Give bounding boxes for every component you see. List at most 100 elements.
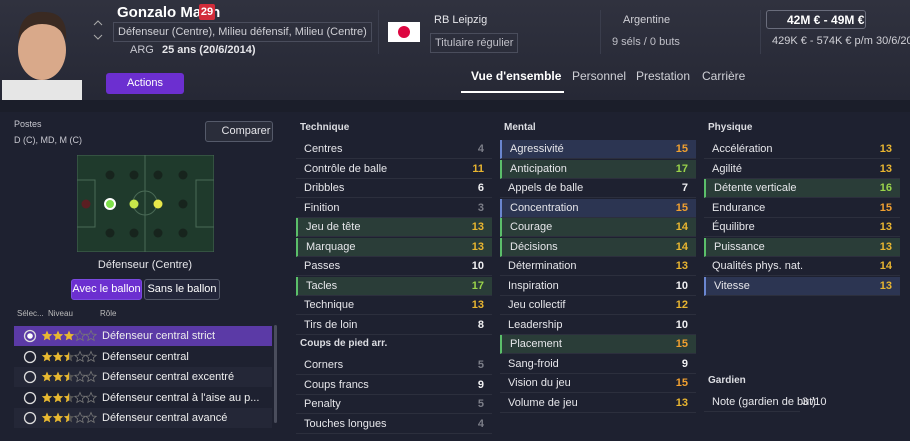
value-box: 42M € - 49M € <box>766 10 866 29</box>
attribute-name: Leadership <box>508 318 563 331</box>
radio[interactable] <box>23 350 37 364</box>
role-row[interactable]: Défenseur central à l'aise au p... <box>14 387 272 408</box>
actions-button[interactable]: Actions <box>106 73 184 94</box>
attribute-row: Finition 3 <box>296 199 492 218</box>
group-title: Physique <box>708 122 753 133</box>
attribute-row: Courage 14 <box>500 218 696 237</box>
tab[interactable]: Prestation <box>636 69 691 83</box>
attribute-row: Vision du jeu 15 <box>500 374 696 393</box>
nav-arrows[interactable] <box>92 18 104 42</box>
attribute-name: Concentration <box>510 201 579 214</box>
attribute-row: Anticipation 17 <box>500 159 696 179</box>
radio[interactable] <box>23 391 37 405</box>
scrollbar <box>274 325 277 423</box>
column-header: Rôle <box>100 309 117 318</box>
attribute-value: 13 <box>879 143 892 155</box>
tab[interactable]: Carrière <box>702 69 746 83</box>
player-name: Gonzalo Marín <box>117 4 221 21</box>
star-rating <box>41 370 98 383</box>
attribute-name: Placement <box>510 338 562 350</box>
attribute-value: 15 <box>675 377 688 389</box>
divider <box>600 10 601 54</box>
attribute-value: 15 <box>675 338 688 350</box>
group-title: Gardien <box>708 375 746 386</box>
attribute-row: Concentration 15 <box>500 198 696 218</box>
positions-short: D (C), MD, M (C) <box>14 135 82 145</box>
toggle-button[interactable]: Avec le ballon <box>71 279 142 300</box>
role-row[interactable]: Défenseur central excentré <box>14 367 272 387</box>
attribute-name: Endurance <box>712 201 766 214</box>
caps: 9 séls / 0 buts <box>612 36 680 48</box>
attribute-row: Tacles 17 <box>296 276 492 296</box>
attribute-row: Appels de balle 7 <box>500 179 696 198</box>
attribute-name: Anticipation <box>510 162 567 175</box>
attribute-value: 8 <box>477 318 484 331</box>
attribute-value: 10 <box>675 318 688 331</box>
group-title: Technique <box>300 122 350 133</box>
tab[interactable]: Vue d'ensemble <box>471 69 562 83</box>
group-title: Coups de pied arr. <box>300 338 388 349</box>
attribute-name: Courage <box>510 221 553 233</box>
attribute-value: 14 <box>675 221 688 233</box>
attribute-value: 3 /10 <box>802 396 827 408</box>
role-row[interactable]: Défenseur central avancé <box>14 408 272 428</box>
attribute-value: 13 <box>879 221 892 233</box>
role-name: Défenseur central excentré <box>102 371 235 383</box>
attribute-value: 15 <box>879 201 892 214</box>
attribute-row: Puissance 13 <box>704 237 900 257</box>
attribute-row: Touches longues 4 <box>296 415 492 434</box>
club: RB Leipzig <box>434 14 488 26</box>
attribute-value: 16 <box>879 182 892 194</box>
divider <box>760 10 761 54</box>
tab[interactable]: Personnel <box>572 69 627 83</box>
attribute-name: Tacles <box>306 279 338 292</box>
attribute-value: 9 <box>681 357 688 370</box>
header: Gonzalo Marín 29 Défenseur (Centre), Mil… <box>0 0 910 100</box>
attribute-name: Équilibre <box>712 221 755 233</box>
radio[interactable] <box>23 411 37 425</box>
attribute-value: 14 <box>879 260 892 272</box>
attribute-name: Dribbles <box>304 182 345 194</box>
attribute-name: Vitesse <box>714 279 750 292</box>
attribute-value: 5 <box>477 398 484 410</box>
attribute-name: Contrôle de balle <box>304 162 388 175</box>
attribute-row: Dribbles 6 <box>296 179 492 198</box>
star-rating <box>41 390 98 403</box>
group-title: Mental <box>504 122 536 133</box>
attribute-row: Placement 15 <box>500 335 696 354</box>
attribute-name: Puissance <box>714 240 765 253</box>
role-name: Défenseur central <box>102 350 189 363</box>
attribute-name: Finition <box>304 201 340 214</box>
compare-button[interactable]: Comparer <box>205 121 273 142</box>
attribute-value: 17 <box>675 162 688 175</box>
attribute-name: Marquage <box>306 240 356 253</box>
radio[interactable] <box>23 370 37 384</box>
attribute-row: Note (gardien de but) 3 /10 <box>704 393 826 412</box>
attribute-row: Passes 10 <box>296 257 492 276</box>
attribute-row: Coups francs 9 <box>296 376 492 395</box>
pitch <box>77 155 214 252</box>
attribute-value: 15 <box>675 201 688 214</box>
attribute-row: Qualités phys. nat. 14 <box>704 257 900 276</box>
attribute-value: 13 <box>675 260 688 272</box>
role-name: Défenseur central strict <box>102 330 216 342</box>
attribute-row: Vitesse 13 <box>704 276 900 296</box>
role-row[interactable]: Défenseur central strict <box>14 326 272 346</box>
attribute-name: Décisions <box>510 240 558 253</box>
attribute-value: 13 <box>471 221 484 233</box>
attribute-row: Penalty 5 <box>296 395 492 414</box>
tab-underline <box>461 91 564 93</box>
radio[interactable] <box>23 329 37 343</box>
toggle-button[interactable]: Sans le ballon <box>144 279 220 300</box>
attribute-name: Tirs de loin <box>304 318 358 331</box>
star-rating <box>41 329 98 342</box>
nationality: Argentine <box>623 14 671 26</box>
star-rating <box>41 349 98 362</box>
attribute-value: 13 <box>675 396 688 409</box>
star-rating <box>41 411 98 424</box>
attribute-name: Agilité <box>712 162 742 175</box>
role-row[interactable]: Défenseur central <box>14 346 272 367</box>
attribute-value: 13 <box>879 162 892 175</box>
attribute-name: Sang-froid <box>508 357 559 370</box>
